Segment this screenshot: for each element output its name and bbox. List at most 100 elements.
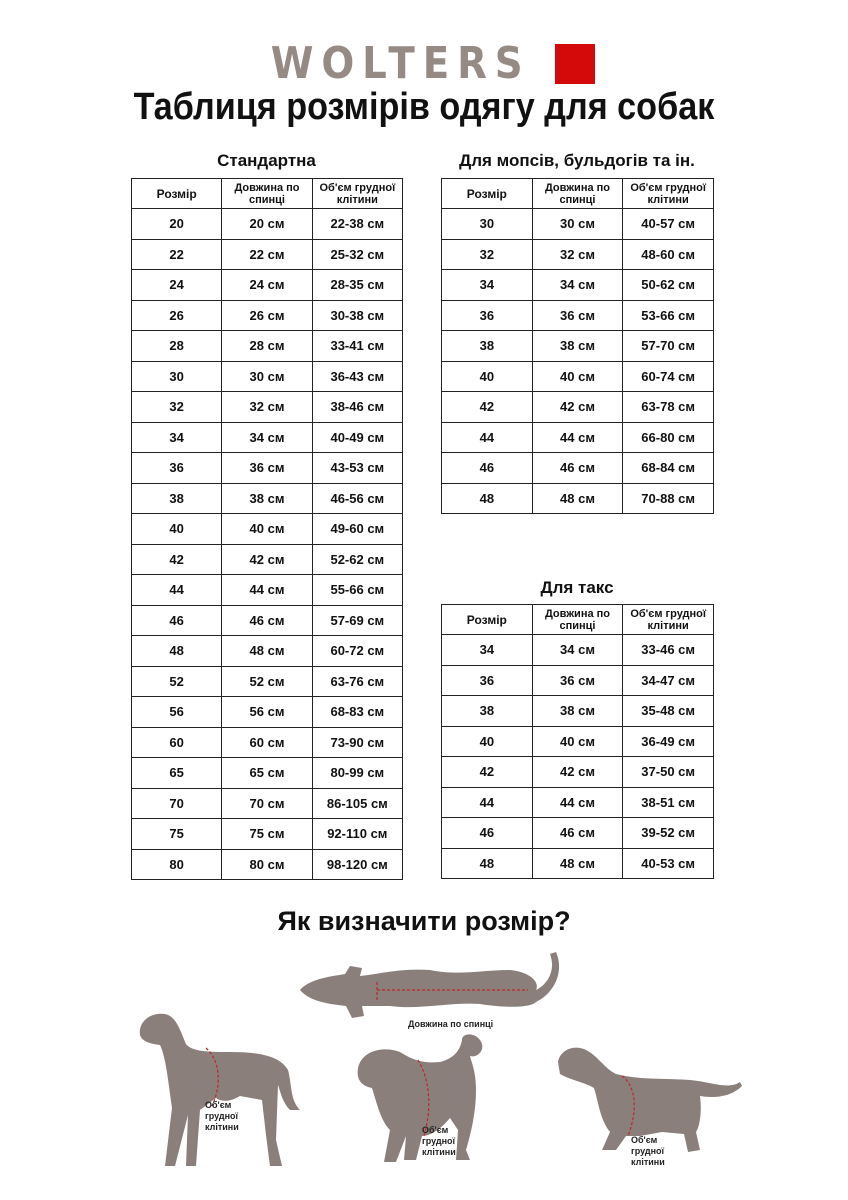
table-row: 42 42 см 63-78 см — [441, 391, 714, 423]
chest-cell: 49-60 см — [311, 513, 404, 545]
table-row: 46 46 см 39-52 см — [441, 817, 714, 849]
back-length-cell: 44 см — [221, 574, 313, 606]
table-row: 70 70 см 86-105 см — [130, 787, 404, 819]
table-row: 48 48 см 60-72 см — [130, 635, 404, 667]
back-length-cell: 46 см — [531, 452, 624, 484]
chest-cell: 60-74 см — [622, 360, 714, 392]
table-row: 75 75 см 92-110 см — [130, 818, 404, 850]
dog-top-view-silhouette — [300, 952, 560, 1018]
pug-chest-label: Об'єм грудної клітини — [422, 1125, 456, 1157]
column-header: Довжина по спинці — [531, 178, 624, 209]
chest-cell: 63-78 см — [622, 391, 714, 423]
back-length-cell: 80 см — [221, 848, 313, 880]
table-row: 52 52 см 63-76 см — [130, 665, 404, 697]
back-length-cell: 28 см — [221, 330, 313, 362]
back-length-cell: 48 см — [531, 847, 624, 879]
back-length-cell: 24 см — [221, 269, 313, 301]
back-length-cell: 75 см — [221, 818, 313, 850]
back-length-cell: 40 см — [531, 360, 624, 392]
brand-logo: WOLTERS — [0, 38, 848, 89]
table-row: 20 20 см 22-38 см — [130, 208, 404, 240]
table-row: 34 34 см 40-49 см — [130, 421, 404, 453]
back-length-cell: 26 см — [221, 299, 313, 331]
size-cell: 34 — [441, 269, 533, 301]
size-cell: 40 — [130, 513, 223, 545]
back-length-cell: 60 см — [221, 726, 313, 758]
size-cell: 36 — [441, 664, 533, 696]
size-cell: 40 — [441, 725, 533, 757]
chest-cell: 38-46 см — [311, 391, 404, 423]
size-cell: 42 — [441, 391, 533, 423]
column-header: Розмір — [441, 178, 533, 209]
chest-cell: 73-90 см — [311, 726, 404, 758]
chest-cell: 48-60 см — [622, 238, 714, 270]
chest-cell: 68-83 см — [311, 696, 404, 728]
back-length-cell: 38 см — [531, 330, 624, 362]
table-row: 65 65 см 80-99 см — [130, 757, 404, 789]
table-row: 32 32 см 38-46 см — [130, 391, 404, 423]
table-row: 48 48 см 40-53 см — [441, 847, 714, 879]
back-length-cell: 42 см — [531, 756, 624, 788]
size-cell: 48 — [130, 635, 223, 667]
column-header: Об'єм грудної клітини — [311, 178, 404, 209]
table-row: 60 60 см 73-90 см — [130, 726, 404, 758]
dachshund-size-table: Розмір Довжина по спинці Об'єм грудної клі… — [441, 604, 714, 879]
back-length-cell: 46 см — [221, 604, 313, 636]
back-length-cell: 36 см — [221, 452, 313, 484]
chest-cell: 80-99 см — [311, 757, 404, 789]
table-row: 40 40 см 36-49 см — [441, 725, 714, 757]
chest-cell: 40-53 см — [622, 847, 714, 879]
table-row: 56 56 см 68-83 см — [130, 696, 404, 728]
chest-cell: 30-38 см — [311, 299, 404, 331]
size-cell: 26 — [130, 299, 223, 331]
chest-cell: 57-70 см — [622, 330, 714, 362]
size-cell: 75 — [130, 818, 223, 850]
chest-cell: 34-47 см — [622, 664, 714, 696]
chest-cell: 63-76 см — [311, 665, 404, 697]
table-row: 34 34 см 33-46 см — [441, 634, 714, 666]
table-row: 42 42 см 52-62 см — [130, 543, 404, 575]
table-row: 80 80 см 98-120 см — [130, 848, 404, 880]
back-length-cell: 36 см — [531, 299, 624, 331]
back-length-cell: 42 см — [531, 391, 624, 423]
size-cell: 42 — [130, 543, 223, 575]
table-row: 40 40 см 49-60 см — [130, 513, 404, 545]
size-cell: 52 — [130, 665, 223, 697]
size-cell: 38 — [441, 330, 533, 362]
dachshund-silhouette — [558, 1047, 742, 1152]
table-row: 30 30 см 40-57 см — [441, 208, 714, 240]
dachshund-chest-label: Об'єм грудної клітини — [631, 1135, 665, 1167]
size-cell: 60 — [130, 726, 223, 758]
size-cell: 56 — [130, 696, 223, 728]
size-cell: 80 — [130, 848, 223, 880]
dachshund-chest-line — [621, 1075, 635, 1137]
back-length-cell: 46 см — [531, 817, 624, 849]
back-length-cell: 48 см — [531, 482, 624, 514]
back-length-cell: 42 см — [221, 543, 313, 575]
chest-cell: 86-105 см — [311, 787, 404, 819]
table-row: 48 48 см 70-88 см — [441, 482, 714, 514]
back-length-cell: 30 см — [221, 360, 313, 392]
chest-cell: 57-69 см — [311, 604, 404, 636]
table-row: 28 28 см 33-41 см — [130, 330, 404, 362]
back-length-cell: 32 см — [531, 238, 624, 270]
chest-cell: 22-38 см — [311, 208, 404, 240]
size-cell: 22 — [130, 238, 223, 270]
chest-cell: 25-32 см — [311, 238, 404, 270]
standard-title: Стандартна — [217, 151, 316, 170]
size-cell: 48 — [441, 847, 533, 879]
column-header: Довжина по спинці — [221, 178, 313, 209]
size-cell: 28 — [130, 330, 223, 362]
size-cell: 32 — [130, 391, 223, 423]
size-cell: 46 — [441, 817, 533, 849]
table-header-row: Розмір Довжина по спинці Об'єм грудної клі… — [441, 604, 714, 635]
back-length-cell: 30 см — [531, 208, 624, 240]
table-row: 38 38 см 57-70 см — [441, 330, 714, 362]
page-title: Таблиця розмірів одягу для собак — [133, 86, 715, 128]
chest-cell: 50-62 см — [622, 269, 714, 301]
table-row: 40 40 см 60-74 см — [441, 360, 714, 392]
table-row: 30 30 см 36-43 см — [130, 360, 404, 392]
size-cell: 46 — [130, 604, 223, 636]
chest-cell: 37-50 см — [622, 756, 714, 788]
chest-cell: 68-84 см — [622, 452, 714, 484]
